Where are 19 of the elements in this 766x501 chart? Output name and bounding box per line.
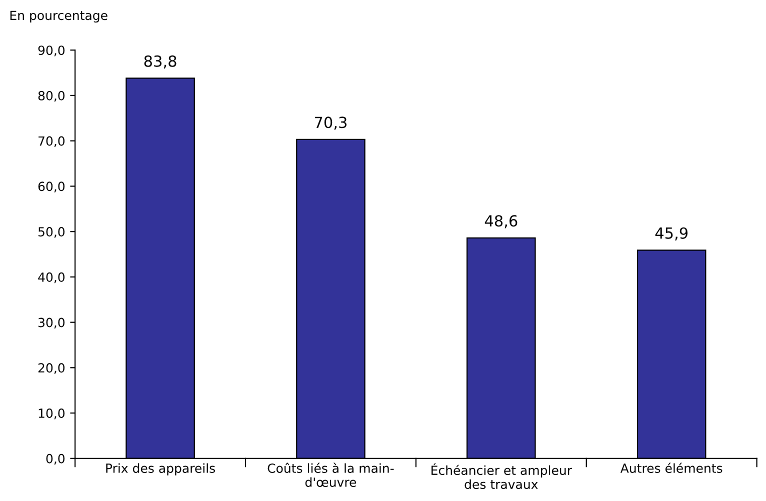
data-label: 48,6: [484, 215, 518, 228]
x-tick-label: Autres éléments: [620, 462, 722, 473]
x-tick-label: Prix des appareils: [106, 463, 215, 476]
data-label: 70,3: [314, 116, 347, 130]
y-tick-label: 10,0: [38, 408, 65, 420]
y-tick-label: 50,0: [38, 227, 65, 238]
y-tick-label: 30,0: [38, 318, 65, 329]
x-tick-label: Échéancier et ampleur des travaux: [432, 463, 572, 490]
y-tick-label: 60,0: [38, 182, 65, 192]
y-tick-label: 0,0: [46, 454, 65, 465]
y-tick-label: 80,0: [38, 90, 65, 102]
y-tick-label: 40,0: [38, 272, 65, 284]
data-label: 83,8: [144, 55, 176, 68]
y-axis-title: En pourcentage: [10, 10, 108, 23]
y-tick-label: 20,0: [38, 363, 65, 374]
y-tick-label: 70,0: [38, 136, 65, 148]
x-tick-label: Coûts liés à la main- d'œuvre: [268, 462, 394, 487]
y-tick-label: 90,0: [38, 46, 65, 56]
data-label: 45,9: [655, 227, 688, 240]
